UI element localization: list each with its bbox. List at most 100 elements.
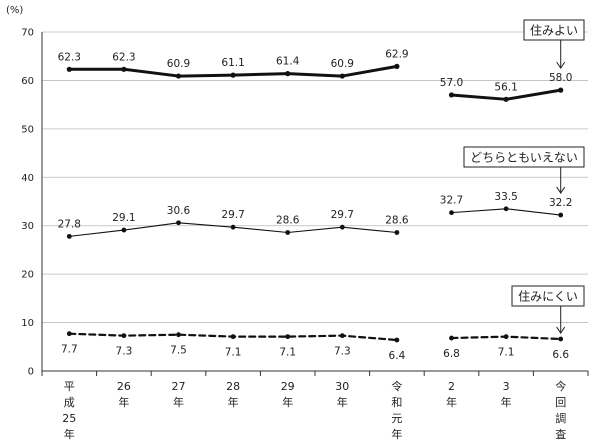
y-tick-label: 70 bbox=[21, 28, 34, 39]
legend-callout-label: 住みよい bbox=[530, 24, 578, 38]
data-label: 62.3 bbox=[58, 51, 81, 63]
data-point bbox=[285, 71, 291, 77]
x-tick-label: 今 bbox=[555, 379, 566, 393]
x-tick-label: 平 bbox=[64, 380, 75, 393]
y-tick-label: 30 bbox=[21, 221, 34, 232]
x-tick-label: 回 bbox=[555, 396, 566, 409]
data-label: 60.9 bbox=[331, 58, 354, 70]
data-label: 56.1 bbox=[494, 81, 517, 93]
data-label: 33.5 bbox=[494, 191, 517, 203]
data-point bbox=[503, 334, 509, 340]
data-point bbox=[558, 212, 564, 218]
label-layer: 62.3 62.3 60.9 61.1 61.4 60.9 62.9 57.0 56.1 58.0… bbox=[58, 48, 573, 362]
data-label: 7.1 bbox=[225, 347, 242, 359]
x-tick-label: 元 bbox=[391, 412, 402, 425]
data-point bbox=[339, 224, 345, 230]
data-label: 61.4 bbox=[276, 56, 300, 68]
data-label: 28.6 bbox=[276, 214, 300, 226]
data-label: 62.3 bbox=[112, 51, 135, 63]
data-point bbox=[558, 87, 564, 93]
data-label: 28.6 bbox=[385, 214, 409, 226]
x-tick-label: 年 bbox=[228, 395, 239, 409]
data-point bbox=[121, 333, 127, 339]
x-tick-label: 査 bbox=[555, 427, 566, 441]
y-tick-label: 20 bbox=[21, 270, 34, 281]
x-tick-label: 和 bbox=[391, 396, 402, 409]
data-point bbox=[66, 331, 72, 337]
data-point bbox=[449, 210, 454, 216]
data-point bbox=[230, 72, 236, 78]
callout-arrowhead bbox=[556, 186, 566, 194]
x-tick-label: 年 bbox=[337, 395, 348, 409]
data-point bbox=[175, 73, 182, 79]
legend-callout-label: 住みにくい bbox=[518, 290, 578, 304]
x-tick-label: 30 bbox=[335, 380, 349, 393]
data-point bbox=[339, 333, 345, 339]
x-tick-label: 年 bbox=[282, 395, 293, 409]
data-point bbox=[121, 227, 127, 233]
y-tick-label: 0 bbox=[28, 367, 34, 378]
data-point bbox=[558, 336, 564, 342]
x-tick-label: 年 bbox=[64, 427, 75, 441]
axis-layer: 0 10 20 30 40 50 60 70 (%) bbox=[6, 5, 589, 378]
data-point bbox=[121, 66, 127, 72]
data-label: 7.5 bbox=[170, 345, 187, 357]
data-label: 7.1 bbox=[498, 347, 515, 359]
data-point bbox=[339, 73, 345, 79]
x-tick-label: 26 bbox=[117, 380, 131, 393]
legend-callout-box bbox=[463, 146, 585, 168]
x-tick-label: 28 bbox=[226, 380, 240, 393]
data-point bbox=[66, 66, 72, 72]
data-label: 27.8 bbox=[58, 218, 81, 230]
data-label: 6.4 bbox=[389, 350, 406, 362]
data-label: 7.3 bbox=[334, 346, 351, 358]
data-point bbox=[285, 230, 291, 235]
y-tick-label: 40 bbox=[21, 173, 34, 184]
data-point bbox=[176, 332, 181, 338]
x-tick-label: 27 bbox=[172, 380, 186, 393]
data-point bbox=[394, 230, 400, 235]
data-label: 32.7 bbox=[440, 195, 463, 207]
x-tick-label: 成 bbox=[64, 396, 75, 409]
data-label: 62.9 bbox=[385, 48, 408, 60]
x-tick-label: 29 bbox=[281, 380, 295, 393]
data-point bbox=[230, 224, 236, 230]
x-tick-label: 令 bbox=[391, 379, 402, 393]
x-tick-label: 25 bbox=[62, 412, 76, 425]
x-tick-label: 2 bbox=[448, 380, 455, 393]
data-label: 60.9 bbox=[167, 58, 190, 70]
data-label: 7.3 bbox=[116, 346, 133, 358]
data-label: 57.0 bbox=[440, 77, 463, 89]
x-tick-label: 年 bbox=[446, 395, 457, 409]
callout-arrowhead bbox=[556, 326, 566, 334]
data-point bbox=[503, 96, 509, 102]
x-tick-label: 調 bbox=[555, 411, 566, 425]
x-tick-label: 年 bbox=[118, 395, 129, 409]
x-tick-label: 3 bbox=[503, 380, 510, 393]
data-label: 61.1 bbox=[221, 57, 244, 69]
y-axis-label: (%) bbox=[6, 5, 23, 16]
data-label: 7.1 bbox=[279, 347, 296, 359]
data-point bbox=[285, 334, 291, 340]
data-label: 6.6 bbox=[552, 349, 569, 361]
data-label: 7.7 bbox=[61, 344, 78, 356]
legend-callout-label: どちらともいえない bbox=[470, 151, 578, 165]
data-point bbox=[394, 337, 400, 343]
data-label: 30.6 bbox=[167, 205, 191, 217]
data-label: 6.8 bbox=[443, 348, 460, 360]
y-tick-label: 10 bbox=[21, 318, 34, 329]
data-point bbox=[503, 206, 509, 212]
data-label: 29.1 bbox=[112, 212, 135, 224]
data-point bbox=[449, 335, 454, 341]
y-tick-label: 60 bbox=[21, 76, 34, 87]
x-tick-label: 年 bbox=[501, 395, 512, 409]
x-tick-label: 年 bbox=[173, 395, 184, 409]
data-point bbox=[230, 334, 236, 340]
x-tick-label: 年 bbox=[391, 427, 402, 441]
legend-callout-box bbox=[511, 285, 585, 307]
legend-callout-box bbox=[523, 19, 585, 41]
data-point bbox=[394, 63, 400, 69]
data-label: 32.2 bbox=[549, 197, 572, 209]
